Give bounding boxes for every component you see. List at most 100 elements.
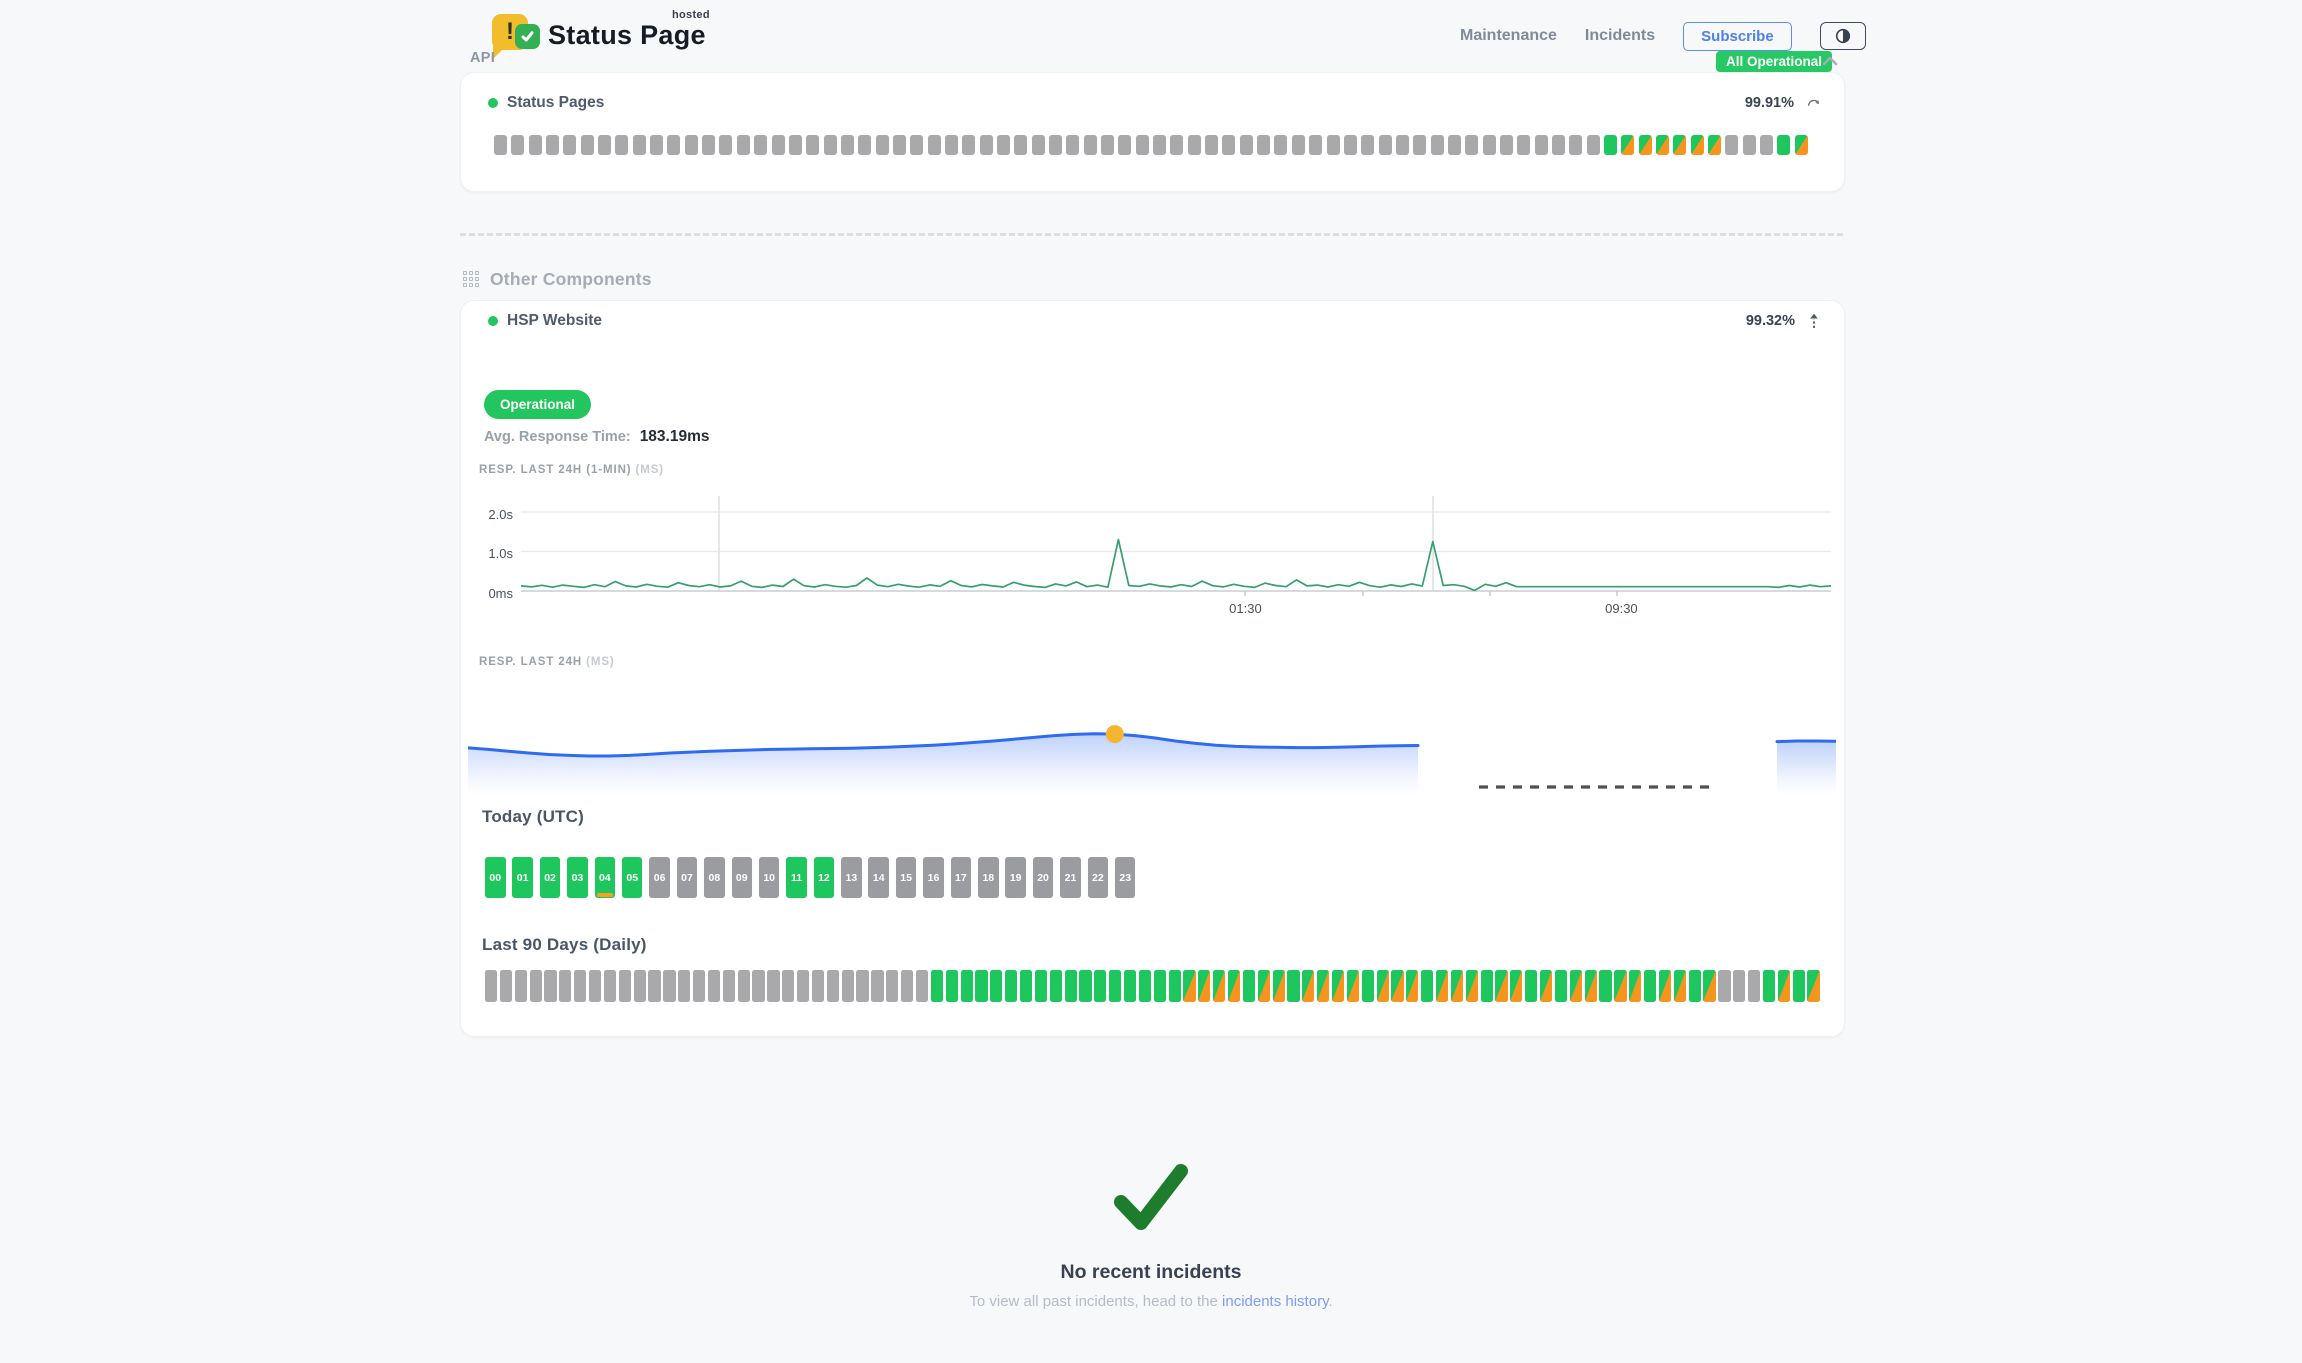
day-block[interactable] — [1525, 970, 1538, 1002]
incidents-history-link[interactable]: incidents history — [1222, 1293, 1329, 1310]
day-block[interactable] — [797, 970, 810, 1002]
uptime-block[interactable] — [806, 135, 820, 155]
uptime-block[interactable] — [1135, 135, 1149, 155]
day-block[interactable] — [1079, 970, 1092, 1002]
nav-item-incidents[interactable]: Incidents — [1584, 27, 1656, 44]
uptime-block[interactable] — [840, 135, 854, 155]
day-block[interactable] — [1227, 970, 1241, 1002]
day-block[interactable] — [1673, 970, 1686, 1002]
uptime-block[interactable] — [494, 135, 507, 155]
uptime-block[interactable] — [580, 135, 594, 155]
uptime-block[interactable] — [1673, 135, 1687, 155]
uptime-block[interactable] — [546, 135, 560, 155]
day-block[interactable] — [856, 970, 869, 1002]
day-block[interactable] — [1703, 970, 1716, 1002]
uptime-block[interactable] — [1083, 135, 1097, 155]
day-block[interactable] — [603, 970, 617, 1002]
uptime-block[interactable] — [615, 135, 629, 155]
uptime-block[interactable] — [788, 135, 802, 155]
uptime-block[interactable] — [1031, 135, 1045, 155]
day-block[interactable] — [1614, 970, 1627, 1002]
uptime-block[interactable] — [1222, 135, 1236, 155]
uptime-block[interactable] — [858, 135, 872, 155]
uptime-block[interactable] — [1153, 135, 1167, 155]
hour-block-00[interactable]: 00 — [485, 857, 506, 898]
uptime-block[interactable] — [996, 135, 1010, 155]
day-block[interactable] — [1569, 970, 1582, 1002]
day-block[interactable] — [1554, 970, 1568, 1002]
uptime-block[interactable] — [1499, 135, 1513, 155]
uptime-block[interactable] — [1101, 135, 1115, 155]
hour-block-04[interactable]: 04 — [594, 857, 616, 898]
day-block[interactable] — [1331, 970, 1345, 1002]
day-block[interactable] — [1391, 970, 1404, 1002]
day-block[interactable] — [1792, 970, 1805, 1002]
day-block[interactable] — [1644, 970, 1657, 1002]
day-block[interactable] — [1480, 970, 1493, 1002]
hour-block-20[interactable]: 20 — [1032, 857, 1054, 898]
uptime-block[interactable] — [1343, 135, 1357, 155]
uptime-block[interactable] — [1725, 135, 1739, 155]
day-block[interactable] — [1183, 970, 1196, 1002]
uptime-block[interactable] — [1638, 135, 1652, 155]
day-block[interactable] — [1658, 970, 1672, 1002]
day-block[interactable] — [886, 970, 899, 1002]
day-block[interactable] — [1495, 970, 1508, 1002]
uptime-block[interactable] — [1413, 135, 1427, 155]
day-block[interactable] — [544, 970, 557, 1002]
uptime-block[interactable] — [1760, 135, 1774, 155]
uptime-block[interactable] — [1239, 135, 1253, 155]
day-block[interactable] — [1123, 970, 1137, 1002]
day-block[interactable] — [1688, 970, 1701, 1002]
response-time-line-chart[interactable] — [520, 494, 1832, 598]
day-block[interactable] — [1094, 970, 1107, 1002]
day-block[interactable] — [960, 970, 973, 1002]
uptime-block[interactable] — [528, 135, 542, 155]
day-block[interactable] — [945, 970, 958, 1002]
day-block[interactable] — [1465, 970, 1478, 1002]
uptime-block[interactable] — [1326, 135, 1340, 155]
subscribe-button[interactable]: Subscribe — [1683, 21, 1792, 51]
hour-block-19[interactable]: 19 — [1005, 857, 1026, 898]
hour-block-14[interactable]: 14 — [868, 857, 889, 898]
day-block[interactable] — [841, 970, 854, 1002]
uptime-block[interactable] — [944, 135, 958, 155]
day-block[interactable] — [1213, 970, 1226, 1002]
theme-toggle-button[interactable] — [1819, 22, 1866, 50]
uptime-block[interactable] — [702, 135, 716, 155]
day-block[interactable] — [1257, 970, 1270, 1002]
uptime-block[interactable] — [979, 135, 993, 155]
uptime-block[interactable] — [1118, 135, 1132, 155]
day-block[interactable] — [1777, 970, 1790, 1002]
day-block[interactable] — [1450, 970, 1464, 1002]
uptime-block[interactable] — [1274, 135, 1288, 155]
uptime-block[interactable] — [910, 135, 924, 155]
day-block[interactable] — [1138, 970, 1151, 1002]
day-block[interactable] — [975, 970, 988, 1002]
hour-block-09[interactable]: 09 — [731, 857, 753, 898]
hour-block-07[interactable]: 07 — [676, 857, 698, 898]
uptime-block[interactable] — [771, 135, 785, 155]
day-block[interactable] — [1584, 970, 1597, 1002]
uptime-block[interactable] — [1777, 135, 1791, 155]
day-block[interactable] — [663, 970, 676, 1002]
uptime-block[interactable] — [684, 135, 698, 155]
uptime-block[interactable] — [875, 135, 889, 155]
day-block[interactable] — [1272, 970, 1285, 1002]
uptime-block[interactable] — [1708, 135, 1722, 155]
day-block[interactable] — [485, 970, 498, 1002]
day-block[interactable] — [1540, 970, 1553, 1002]
uptime-block[interactable] — [1517, 135, 1531, 155]
day-block[interactable] — [1153, 970, 1166, 1002]
hour-block-05[interactable]: 05 — [621, 857, 643, 898]
day-block[interactable] — [1019, 970, 1033, 1002]
uptime-block[interactable] — [1257, 135, 1271, 155]
day-block[interactable] — [648, 970, 661, 1002]
uptime-block[interactable] — [1066, 135, 1080, 155]
day-block[interactable] — [1406, 970, 1419, 1002]
uptime-block[interactable] — [1447, 135, 1461, 155]
day-block[interactable] — [1421, 970, 1434, 1002]
uptime-block[interactable] — [754, 135, 768, 155]
nav-item-maintenance[interactable]: Maintenance — [1460, 27, 1557, 44]
day-block[interactable] — [618, 970, 631, 1002]
